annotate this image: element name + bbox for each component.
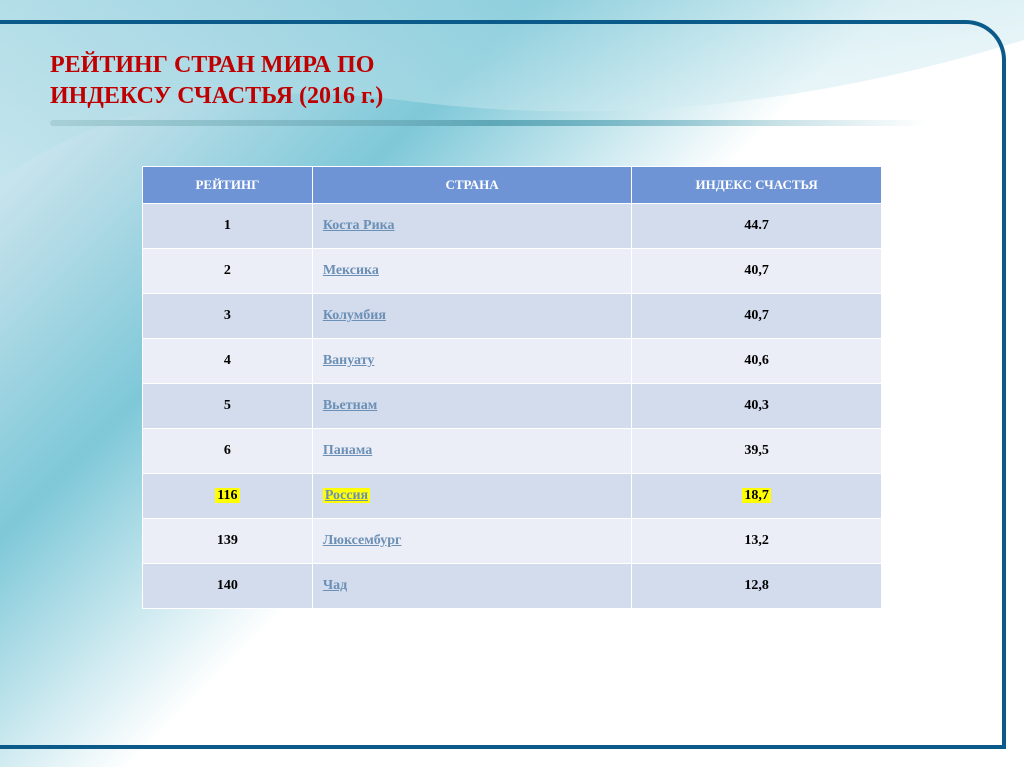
country-link[interactable]: Панама [323, 443, 372, 458]
cell-country: Коста Рика [312, 204, 632, 249]
cell-index: 44.7 [632, 204, 882, 249]
table-row: 5 Вьетнам 40,3 [143, 384, 882, 429]
cell-country: Колумбия [312, 294, 632, 339]
cell-country: Панама [312, 429, 632, 474]
cell-country: Россия [312, 474, 632, 519]
cell-rank: 139 [143, 519, 313, 564]
country-link[interactable]: Мексика [323, 263, 379, 278]
slide-title: РЕЙТИНГ СТРАН МИРА ПО ИНДЕКСУ СЧАСТЬЯ (2… [50, 50, 974, 112]
cell-country: Вьетнам [312, 384, 632, 429]
cell-index: 40,3 [632, 384, 882, 429]
header-index: ИНДЕКС СЧАСТЬЯ [632, 167, 882, 204]
table-header-row: РЕЙТИНГ СТРАНА ИНДЕКС СЧАСТЬЯ [143, 167, 882, 204]
table-row: 2 Мексика 40,7 [143, 249, 882, 294]
country-link[interactable]: Коста Рика [323, 218, 395, 233]
cell-rank: 6 [143, 429, 313, 474]
header-country: СТРАНА [312, 167, 632, 204]
cell-country: Вануату [312, 339, 632, 384]
cell-country: Мексика [312, 249, 632, 294]
table-row: 139 Люксембург 13,2 [143, 519, 882, 564]
cell-index: 39,5 [632, 429, 882, 474]
table-row: 6 Панама 39,5 [143, 429, 882, 474]
cell-index: 40,7 [632, 294, 882, 339]
cell-rank: 116 [143, 474, 313, 519]
country-link[interactable]: Чад [323, 578, 347, 593]
cell-index: 40,7 [632, 249, 882, 294]
cell-rank: 2 [143, 249, 313, 294]
slide-content: РЕЙТИНГ СТРАН МИРА ПО ИНДЕКСУ СЧАСТЬЯ (2… [0, 0, 1024, 609]
country-link[interactable]: Колумбия [323, 308, 386, 323]
header-rank: РЕЙТИНГ [143, 167, 313, 204]
cell-rank: 5 [143, 384, 313, 429]
table-row: 3 Колумбия 40,7 [143, 294, 882, 339]
table-container: РЕЙТИНГ СТРАНА ИНДЕКС СЧАСТЬЯ 1 Коста Рик… [50, 166, 974, 609]
cell-country: Чад [312, 564, 632, 609]
table-row: 116 Россия 18,7 [143, 474, 882, 519]
table-row: 1 Коста Рика 44.7 [143, 204, 882, 249]
cell-rank: 4 [143, 339, 313, 384]
table-row: 140 Чад 12,8 [143, 564, 882, 609]
cell-index: 13,2 [632, 519, 882, 564]
title-line-1: РЕЙТИНГ СТРАН МИРА ПО [50, 52, 374, 78]
cell-country: Люксембург [312, 519, 632, 564]
title-line-2: ИНДЕКСУ СЧАСТЬЯ (2016 г.) [50, 83, 383, 109]
cell-index: 12,8 [632, 564, 882, 609]
cell-rank: 1 [143, 204, 313, 249]
happiness-index-table: РЕЙТИНГ СТРАНА ИНДЕКС СЧАСТЬЯ 1 Коста Рик… [142, 166, 882, 609]
country-link[interactable]: Вьетнам [323, 398, 377, 413]
country-link[interactable]: Люксембург [323, 533, 402, 548]
cell-rank: 3 [143, 294, 313, 339]
title-divider [50, 120, 928, 126]
table-row: 4 Вануату 40,6 [143, 339, 882, 384]
cell-index: 40,6 [632, 339, 882, 384]
cell-index: 18,7 [632, 474, 882, 519]
country-link[interactable]: Россия [323, 488, 370, 503]
cell-rank: 140 [143, 564, 313, 609]
country-link[interactable]: Вануату [323, 353, 375, 368]
